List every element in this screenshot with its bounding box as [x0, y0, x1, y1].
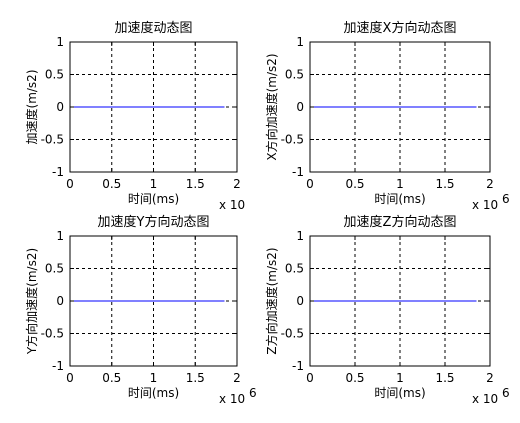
chart-main-xtick-label-3: 1.5: [186, 177, 205, 191]
chart-x-x-multiplier: x 10: [472, 198, 498, 212]
chart-x-ylabel: X方向加速度(m/s2): [264, 53, 279, 160]
chart-y-title: 加速度Y方向动态图: [98, 214, 210, 230]
chart-z-xtick-label-2: 1: [396, 371, 404, 385]
chart-x-ytick-label-1: 0.5: [285, 68, 304, 82]
chart-main-ytick-label-1: 0.5: [45, 68, 64, 82]
chart-main-xtick-label-1: 0.5: [102, 177, 121, 191]
chart-main-x-multiplier: x 10: [219, 198, 245, 212]
chart-main-xlabel: 时间(ms): [128, 192, 179, 206]
chart-x-ytick-label-4: -1: [292, 165, 304, 179]
chart-z-ytick-label-0: 1: [296, 229, 304, 243]
chart-main-xtick-label-0: 0: [66, 177, 74, 191]
chart-main-ytick-label-3: -0.5: [41, 133, 64, 147]
chart-z-ytick-label-1: 0.5: [285, 262, 304, 276]
chart-x-ytick-label-2: 0: [296, 100, 304, 114]
chart-x-xlabel: 时间(ms): [374, 192, 425, 206]
chart-main-title: 加速度动态图: [114, 20, 192, 36]
chart-y-ytick-label-1: 0.5: [45, 262, 64, 276]
chart-y-ytick-label-2: 0: [56, 294, 64, 308]
chart-main-xtick-label-2: 1: [150, 177, 158, 191]
chart-x-ytick-label-0: 1: [296, 35, 304, 49]
chart-y-ytick-label-4: -1: [52, 359, 64, 373]
chart-z-ylabel: Z方向加速度(m/s2): [264, 247, 279, 354]
chart-main-ytick-label-0: 1: [56, 35, 64, 49]
chart-y-xtick-label-0: 0: [66, 371, 74, 385]
chart-x-xtick-label-0: 0: [306, 177, 314, 191]
chart-x-x-exponent: 6: [502, 192, 510, 206]
chart-x-xtick-label-1: 0.5: [345, 177, 364, 191]
chart-y-x-exponent: 6: [249, 386, 257, 400]
chart-z-title: 加速度Z方向动态图: [344, 214, 457, 230]
chart-z-xtick-label-3: 1.5: [435, 371, 454, 385]
chart-x-ytick-label-3: -0.5: [281, 133, 304, 147]
chart-z-ytick-label-4: -1: [292, 359, 304, 373]
chart-main-ytick-label-4: -1: [52, 165, 64, 179]
chart-z-x-multiplier: x 10: [472, 392, 498, 406]
chart-z-xtick-label-4: 2: [486, 371, 494, 385]
chart-z-x-exponent: 6: [502, 386, 510, 400]
chart-y-ylabel: Y方向加速度(m/s2): [24, 248, 39, 355]
chart-x-xtick-label-4: 2: [486, 177, 494, 191]
chart-main-ylabel: 加速度(m/s2): [24, 70, 39, 145]
chart-y-xlabel: 时间(ms): [128, 386, 179, 400]
chart-y-xtick-label-1: 0.5: [102, 371, 121, 385]
chart-main-xtick-label-4: 2: [233, 177, 241, 191]
chart-y-xtick-label-3: 1.5: [186, 371, 205, 385]
chart-y-ytick-label-0: 1: [56, 229, 64, 243]
chart-z-ytick-label-2: 0: [296, 294, 304, 308]
chart-z-ytick-label-3: -0.5: [281, 327, 304, 341]
chart-x-xtick-label-2: 1: [396, 177, 404, 191]
chart-z-xlabel: 时间(ms): [374, 386, 425, 400]
chart-y-x-multiplier: x 10: [219, 392, 245, 406]
chart-main-ytick-label-2: 0: [56, 100, 64, 114]
chart-z-xtick-label-0: 0: [306, 371, 314, 385]
chart-z-xtick-label-1: 0.5: [345, 371, 364, 385]
chart-x-title: 加速度X方向动态图: [344, 20, 457, 36]
chart-y-xtick-label-4: 2: [233, 371, 241, 385]
chart-y-ytick-label-3: -0.5: [41, 327, 64, 341]
chart-x-xtick-label-3: 1.5: [435, 177, 454, 191]
chart-y-xtick-label-2: 1: [150, 371, 158, 385]
